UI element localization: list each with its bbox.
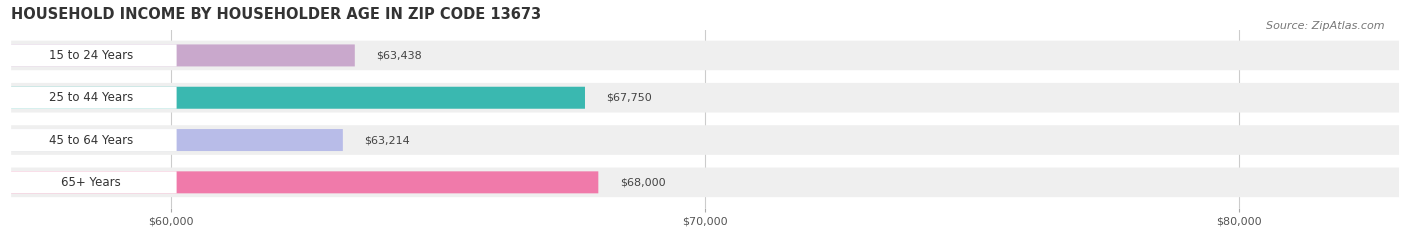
- FancyBboxPatch shape: [11, 129, 343, 151]
- Text: 15 to 24 Years: 15 to 24 Years: [49, 49, 134, 62]
- FancyBboxPatch shape: [11, 171, 599, 193]
- Text: 65+ Years: 65+ Years: [62, 176, 121, 189]
- Text: $68,000: $68,000: [620, 177, 665, 187]
- FancyBboxPatch shape: [11, 41, 1399, 70]
- FancyBboxPatch shape: [11, 168, 1399, 197]
- Text: 25 to 44 Years: 25 to 44 Years: [49, 91, 134, 104]
- FancyBboxPatch shape: [6, 45, 177, 66]
- FancyBboxPatch shape: [11, 45, 354, 66]
- Text: $63,438: $63,438: [377, 50, 422, 60]
- Text: $67,750: $67,750: [606, 93, 652, 103]
- FancyBboxPatch shape: [11, 83, 1399, 113]
- Text: Source: ZipAtlas.com: Source: ZipAtlas.com: [1267, 21, 1385, 31]
- FancyBboxPatch shape: [6, 87, 177, 109]
- Text: $63,214: $63,214: [364, 135, 411, 145]
- FancyBboxPatch shape: [11, 87, 585, 109]
- FancyBboxPatch shape: [11, 125, 1399, 155]
- Text: HOUSEHOLD INCOME BY HOUSEHOLDER AGE IN ZIP CODE 13673: HOUSEHOLD INCOME BY HOUSEHOLDER AGE IN Z…: [11, 7, 541, 22]
- Text: 45 to 64 Years: 45 to 64 Years: [49, 134, 134, 147]
- FancyBboxPatch shape: [6, 129, 177, 151]
- FancyBboxPatch shape: [6, 171, 177, 193]
